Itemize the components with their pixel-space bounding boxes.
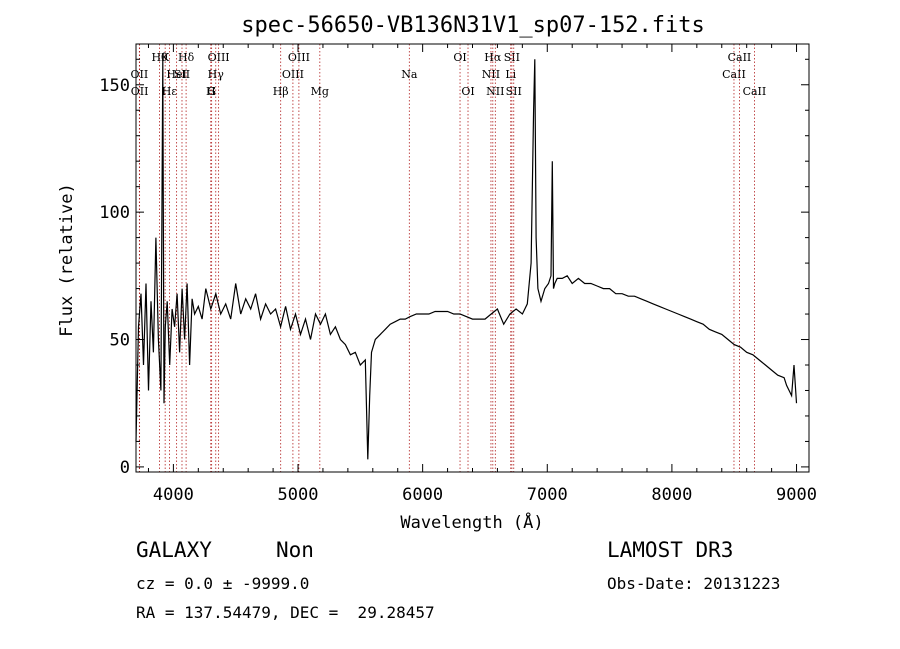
y-axis-label: Flux (relative) bbox=[57, 183, 77, 337]
x-tick-label: 9000 bbox=[776, 485, 817, 505]
line-marker-label: CaII bbox=[743, 85, 767, 98]
line-marker-label: Hβ bbox=[273, 85, 289, 98]
line-marker-label: OI bbox=[461, 85, 474, 98]
x-axis-label: Wavelength (Å) bbox=[400, 511, 543, 533]
line-marker-label: SII bbox=[174, 68, 190, 81]
x-tick-label: 6000 bbox=[402, 485, 443, 505]
object-class: GALAXY bbox=[136, 538, 212, 562]
line-marker-label: Hα bbox=[484, 51, 502, 64]
line-marker-label: K bbox=[161, 51, 170, 64]
line-marker-label: CaII bbox=[722, 68, 746, 81]
x-tick-label: 5000 bbox=[278, 485, 319, 505]
object-subclass: Non bbox=[276, 538, 314, 562]
line-marker-label: NII bbox=[482, 68, 500, 81]
y-axis: 0 50 100 150 bbox=[99, 58, 809, 478]
spectrum-line bbox=[135, 59, 798, 460]
obs-date: Obs-Date: 20131223 bbox=[607, 574, 781, 593]
line-marker-label: OII bbox=[131, 85, 149, 98]
line-marker-label: OIII bbox=[282, 68, 304, 81]
y-tick-label: 0 bbox=[120, 458, 130, 478]
x-tick-label: 8000 bbox=[651, 485, 692, 505]
x-tick-label: 7000 bbox=[527, 485, 568, 505]
y-tick-label: 100 bbox=[99, 203, 130, 223]
line-marker-label: SII bbox=[504, 51, 520, 64]
line-marker-label: Mg bbox=[311, 85, 329, 98]
line-marker-label: NII bbox=[486, 85, 504, 98]
line-marker-label: Na bbox=[401, 68, 418, 81]
line-marker-label: Hδ bbox=[178, 51, 195, 64]
line-marker-label: Li bbox=[505, 68, 516, 81]
line-marker-label: H bbox=[206, 85, 216, 98]
y-tick-label: 150 bbox=[99, 76, 130, 96]
line-marker-label: OIII bbox=[288, 51, 310, 64]
x-axis: 4000 5000 6000 7000 8000 9000 bbox=[147, 44, 817, 505]
chart-title: spec-56650-VB136N31V1_sp07-152.fits bbox=[241, 13, 705, 38]
line-marker-label: HeI bbox=[166, 68, 186, 81]
line-marker-label: G bbox=[207, 85, 216, 98]
line-marker-label: OI bbox=[453, 51, 466, 64]
line-marker-label: OII bbox=[131, 68, 149, 81]
plot-frame bbox=[135, 43, 810, 473]
redshift-cz: cz = 0.0 ± -9999.0 bbox=[136, 574, 310, 593]
line-marker-label: SII bbox=[506, 85, 522, 98]
line-marker-label: Hε bbox=[162, 85, 178, 98]
line-marker-label: Hγ bbox=[208, 68, 225, 81]
line-marker-label: CaII bbox=[728, 51, 752, 64]
line-marker-label: OIII bbox=[208, 51, 230, 64]
y-tick-label: 50 bbox=[110, 331, 130, 351]
survey-name: LAMOST DR3 bbox=[607, 538, 734, 562]
line-marker-label: Hθ bbox=[151, 51, 168, 64]
x-tick-label: 4000 bbox=[153, 485, 194, 505]
ra-dec: RA = 137.54479, DEC = 29.28457 bbox=[136, 603, 435, 622]
spectrum-series bbox=[135, 59, 798, 460]
